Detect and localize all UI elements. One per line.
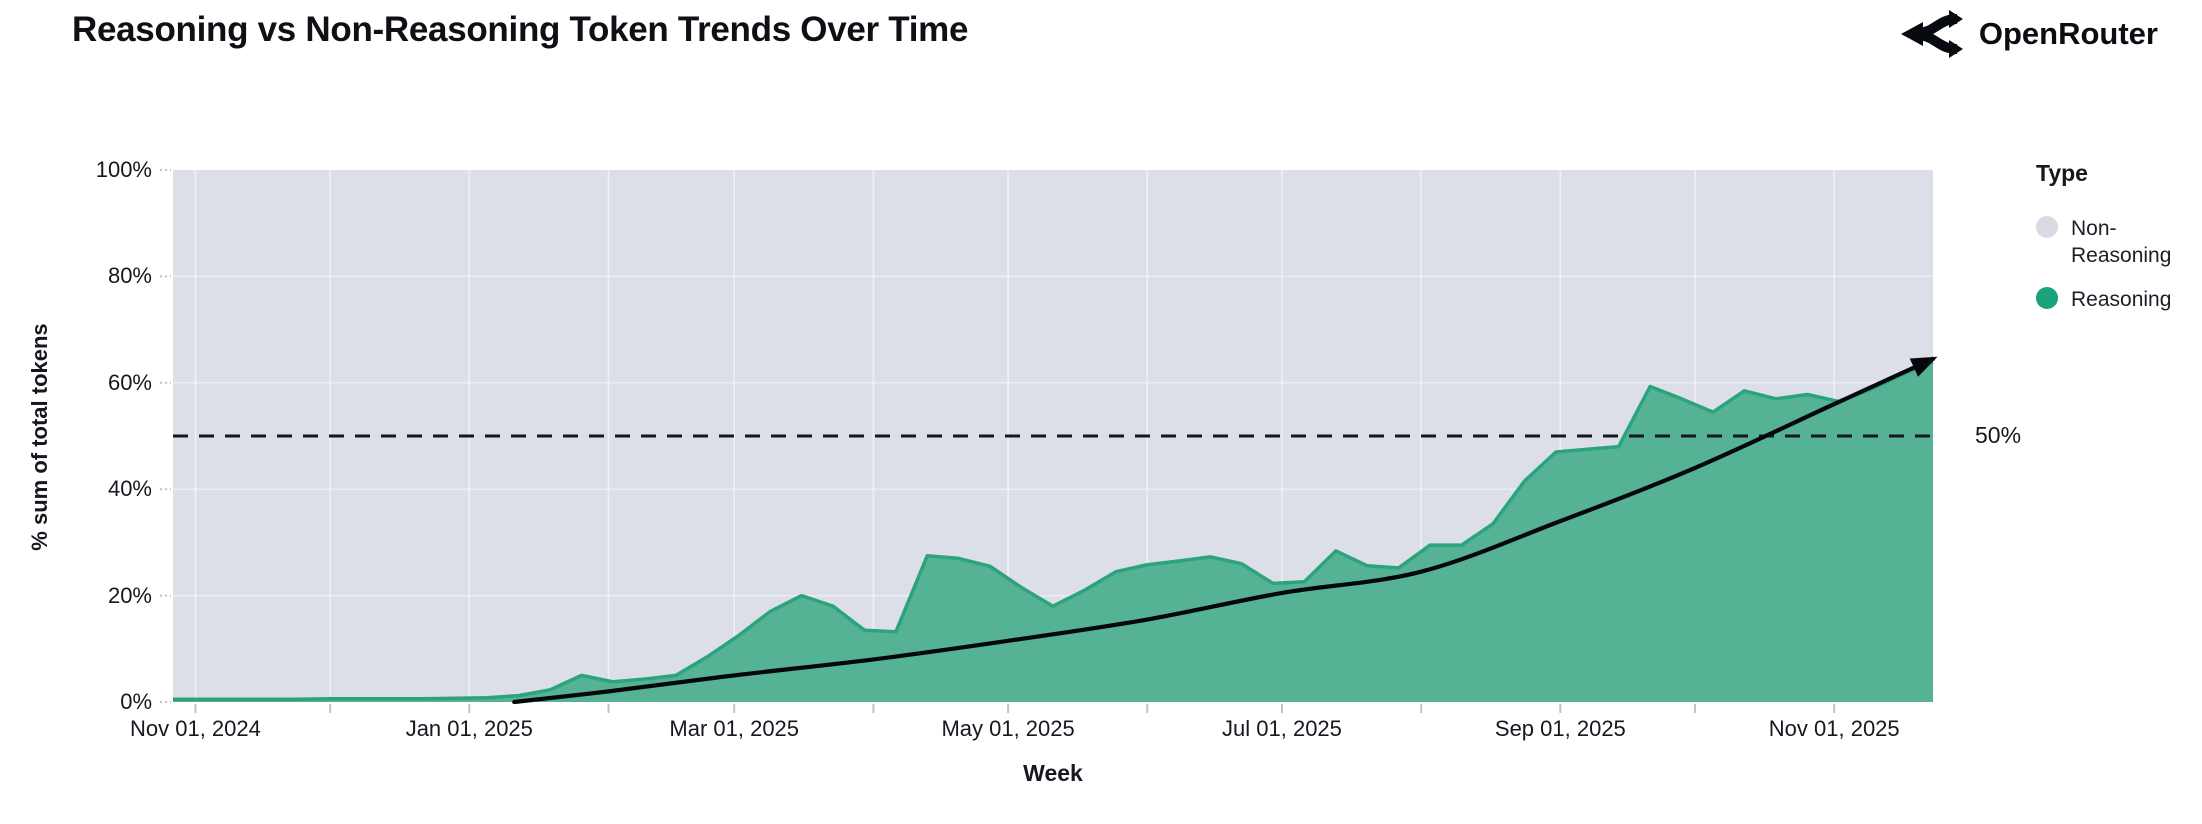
- y-tick-label: 80%: [107, 263, 152, 289]
- legend-item-reasoning: Reasoning: [2036, 286, 2198, 313]
- legend-item-label: Non-Reasoning: [2071, 217, 2172, 268]
- x-tick-label: Nov 01, 2025: [1768, 716, 1900, 741]
- openrouter-fork-icon: [1900, 10, 1963, 58]
- reasoning-area-top-stroke: [173, 359, 1934, 702]
- x-axis-title: Week: [1023, 760, 1083, 786]
- y-tick-label: 100%: [95, 157, 152, 182]
- legend-title: Type: [2036, 160, 2088, 186]
- y-tick-label: 20%: [107, 582, 152, 608]
- page-title: Reasoning vs Non-Reasoning Token Trends …: [72, 10, 969, 49]
- openrouter-logo: OpenRouter: [1900, 8, 2158, 60]
- logo-text: OpenRouter: [1978, 16, 2158, 51]
- reasoning-area: [173, 361, 1933, 702]
- x-tick-label: Jan 01, 2025: [405, 716, 533, 741]
- legend: Type Non-Reasoning Reasoning: [2036, 160, 2198, 329]
- y-tick-label: 60%: [107, 369, 152, 395]
- legend-dot: [2036, 216, 2058, 238]
- trend-curve: [512, 356, 1936, 705]
- y-tick-label: 0%: [120, 689, 152, 714]
- x-tick-label: Jul 01, 2025: [1222, 716, 1342, 741]
- reference-line-label: 50%: [1975, 422, 2022, 448]
- legend-item-label: Reasoning: [2071, 287, 2172, 311]
- y-tick-label: 40%: [107, 476, 152, 502]
- x-tick-label: May 01, 2025: [941, 716, 1075, 741]
- x-tick-label: Sep 01, 2025: [1494, 716, 1626, 741]
- legend-dot: [2036, 286, 2058, 309]
- trend-arrowhead: [1909, 356, 1938, 377]
- x-tick-label: Nov 01, 2024: [130, 716, 261, 741]
- legend-item-non-reasoning: Non-Reasoning: [2036, 215, 2198, 270]
- x-tick-label: Mar 01, 2025: [669, 716, 800, 741]
